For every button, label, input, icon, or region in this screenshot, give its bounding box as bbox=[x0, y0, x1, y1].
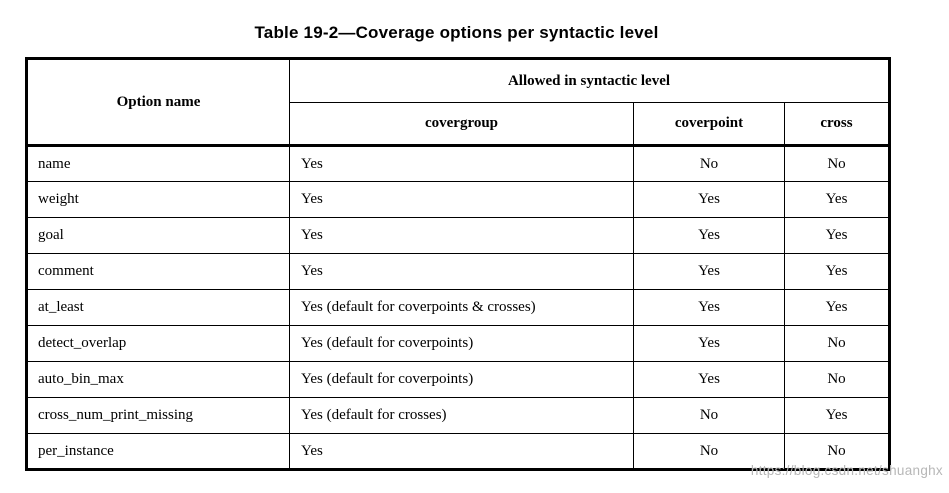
table-row: comment Yes Yes Yes bbox=[26, 253, 891, 290]
covergroup-cell: Yes bbox=[289, 217, 634, 254]
header-group-row: Option name Allowed in syntactic level bbox=[26, 58, 891, 147]
option-name-cell: name bbox=[26, 145, 290, 182]
covergroup-cell: Yes (default for coverpoints & crosses) bbox=[289, 289, 634, 326]
option-name-cell: detect_overlap bbox=[26, 325, 290, 362]
table-row: weight Yes Yes Yes bbox=[26, 181, 891, 218]
option-name-cell: goal bbox=[26, 217, 290, 254]
table-row: name Yes No No bbox=[26, 145, 891, 182]
table-body: name Yes No No weight Yes Yes Yes goal Yes Yes Yes c… bbox=[26, 145, 891, 470]
cross-cell: No bbox=[783, 361, 891, 398]
option-name-cell: cross_num_print_missing bbox=[26, 397, 290, 434]
covergroup-cell: Yes (default for coverpoints) bbox=[289, 325, 634, 362]
table-row: goal Yes Yes Yes bbox=[26, 217, 891, 254]
table-row: cross_num_print_missing Yes (default for … bbox=[26, 397, 891, 434]
cross-cell: No bbox=[783, 433, 891, 470]
coverpoint-cell: Yes bbox=[633, 289, 785, 326]
header-cross: cross bbox=[783, 102, 891, 147]
coverpoint-cell: Yes bbox=[633, 217, 785, 254]
coverpoint-cell: Yes bbox=[633, 325, 785, 362]
covergroup-cell: Yes (default for coverpoints) bbox=[289, 361, 634, 398]
option-name-cell: per_instance bbox=[26, 433, 290, 470]
option-name-cell: auto_bin_max bbox=[26, 361, 290, 398]
coverpoint-cell: No bbox=[633, 397, 785, 434]
cross-cell: No bbox=[783, 145, 891, 182]
cross-cell: Yes bbox=[783, 217, 891, 254]
option-name-cell: comment bbox=[26, 253, 290, 290]
page-title: Table 19-2—Coverage options per syntacti… bbox=[254, 23, 659, 42]
coverpoint-cell: Yes bbox=[633, 253, 785, 290]
option-name-cell: at_least bbox=[26, 289, 290, 326]
cross-cell: Yes bbox=[783, 397, 891, 434]
table-row: at_least Yes (default for coverpoints & c… bbox=[26, 289, 891, 326]
cross-cell: Yes bbox=[783, 253, 891, 290]
header-covergroup: covergroup bbox=[289, 102, 634, 147]
header-coverpoint: coverpoint bbox=[633, 102, 785, 147]
table-row: auto_bin_max Yes (default for coverpoints… bbox=[26, 361, 891, 398]
watermark: https://blog.csdn.net/shuanghx bbox=[750, 463, 943, 478]
header-allowed-in-syntactic-level: Allowed in syntactic level bbox=[288, 58, 891, 103]
covergroup-cell: Yes bbox=[289, 145, 634, 182]
covergroup-cell: Yes bbox=[289, 181, 634, 218]
coverpoint-cell: Yes bbox=[633, 181, 785, 218]
table-row: detect_overlap Yes (default for coverpoin… bbox=[26, 325, 891, 362]
coverpoint-cell: Yes bbox=[633, 361, 785, 398]
cross-cell: Yes bbox=[783, 181, 891, 218]
covergroup-cell: Yes bbox=[289, 253, 634, 290]
cross-cell: Yes bbox=[783, 289, 891, 326]
table-row: per_instance Yes No No bbox=[26, 433, 891, 470]
cross-cell: No bbox=[783, 325, 891, 362]
covergroup-cell: Yes bbox=[289, 433, 634, 470]
header-sub-row: covergroup coverpoint cross bbox=[27, 102, 891, 147]
covergroup-cell: Yes (default for crosses) bbox=[289, 397, 634, 434]
coverage-options-table: Option name Allowed in syntactic level c… bbox=[25, 57, 892, 471]
header-option-name: Option name bbox=[26, 58, 290, 147]
option-name-cell: weight bbox=[26, 181, 290, 218]
coverpoint-cell: No bbox=[633, 145, 785, 182]
table-header: Option name Allowed in syntactic level c… bbox=[26, 58, 891, 147]
